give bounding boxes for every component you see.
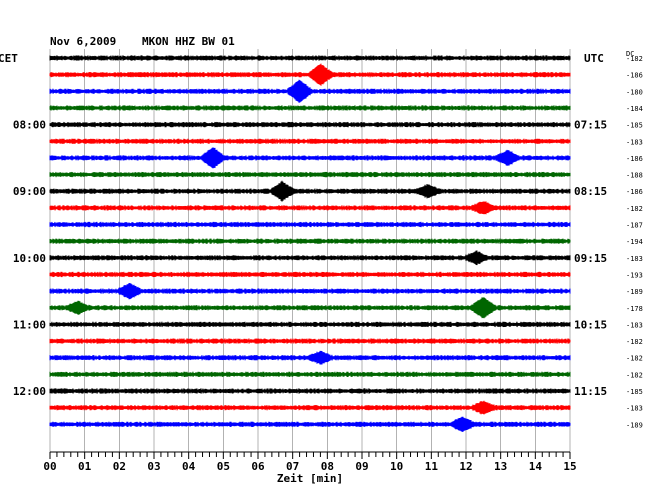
x-tick-label: 11 — [425, 460, 439, 473]
dc-header-label: DC — [626, 50, 634, 58]
right-hour-label: 08:15 — [574, 185, 607, 198]
x-tick-label: 13 — [494, 460, 507, 473]
dc-offset-labels: -182 -186 -180 -184 -185 -183 -186 -188 -186 -182… — [626, 55, 643, 429]
trace-4 — [49, 105, 571, 111]
left-hour-label: 11:00 — [13, 318, 46, 331]
dc-offset-label: -194 — [626, 238, 643, 246]
x-tick-label: 10 — [390, 460, 403, 473]
dc-offset-label: -178 — [626, 305, 643, 313]
dc-offset-label: -183 — [626, 255, 643, 263]
x-tick-label: 07 — [286, 460, 299, 473]
trace-15 — [49, 282, 571, 300]
x-tick-label: 08 — [321, 460, 334, 473]
trace-20 — [49, 371, 571, 378]
trace-12 — [49, 238, 571, 244]
dc-offset-label: -182 — [626, 355, 643, 363]
x-tick-label: 12 — [459, 460, 472, 473]
right-hour-label: 10:15 — [574, 318, 607, 331]
x-tick-label: 06 — [251, 460, 265, 473]
header-station: MKON HHZ BW 01 — [142, 35, 235, 48]
dc-offset-label: -183 — [626, 405, 643, 413]
trace-10 — [49, 201, 571, 215]
trace-3 — [49, 79, 571, 103]
header-date: Nov 6,2009 — [50, 35, 116, 48]
x-tick-label: 14 — [529, 460, 543, 473]
trace-16 — [49, 297, 571, 319]
dc-offset-label: -186 — [626, 188, 643, 196]
right-timezone-label: UTC — [584, 52, 604, 65]
trace-17 — [49, 321, 571, 328]
right-hour-label: 09:15 — [574, 252, 607, 265]
x-tick-label: 15 — [563, 460, 576, 473]
left-hour-label: 12:00 — [13, 385, 46, 398]
left-hour-label: 09:00 — [13, 185, 46, 198]
x-tick-label: 03 — [147, 460, 160, 473]
x-axis-label: Zeit [min] — [277, 472, 343, 485]
x-tick-label: 04 — [182, 460, 196, 473]
right-hour-label: 07:15 — [574, 119, 607, 132]
left-hour-label: 08:00 — [13, 119, 46, 132]
trace-21 — [49, 388, 571, 394]
trace-2 — [49, 63, 571, 86]
x-tick-label: 05 — [217, 460, 230, 473]
trace-6 — [49, 138, 571, 144]
dc-offset-label: -186 — [626, 72, 643, 80]
left-hour-label: 10:00 — [13, 252, 46, 265]
dc-offset-label: -182 — [626, 205, 643, 213]
x-tick-label: 00 — [43, 460, 56, 473]
dc-offset-label: -188 — [626, 172, 643, 180]
dc-offset-label: -182 — [626, 338, 643, 346]
trace-22 — [49, 400, 571, 415]
trace-5 — [49, 121, 571, 128]
x-tick-label: 09 — [355, 460, 368, 473]
trace-7 — [49, 147, 571, 169]
x-tick-label: 02 — [113, 460, 126, 473]
trace-23 — [49, 416, 571, 432]
dc-offset-label: -189 — [626, 421, 643, 429]
right-hour-label: 11:15 — [574, 385, 607, 398]
x-axis: 00 01 02 03 04 05 06 07 08 09 10 11 12 13 14 15 — [43, 451, 577, 473]
vertical-gridlines — [49, 49, 571, 452]
dc-offset-label: -193 — [626, 271, 643, 279]
dc-offset-label: -186 — [626, 155, 643, 163]
trace-1 — [49, 55, 571, 61]
dc-offset-label: -187 — [626, 222, 643, 230]
trace-11 — [49, 221, 571, 228]
trace-18 — [49, 338, 571, 344]
dc-offset-label: -185 — [626, 122, 643, 130]
trace-19 — [49, 350, 571, 365]
hour-labels: 08:00 09:00 10:00 11:00 12:00 07:15 08:15 09:15… — [13, 119, 607, 398]
dc-offset-label: -182 — [626, 55, 643, 63]
trace-13 — [49, 250, 571, 266]
dc-offset-label: -183 — [626, 138, 643, 146]
dc-offset-label: -180 — [626, 88, 643, 96]
trace-9 — [49, 180, 571, 202]
left-timezone-label: CET — [0, 52, 18, 65]
dc-offset-label: -182 — [626, 371, 643, 379]
dc-offset-label: -183 — [626, 321, 643, 329]
dc-offset-label: -189 — [626, 288, 643, 296]
trace-14 — [49, 271, 571, 278]
seismic-traces — [49, 55, 571, 432]
x-tick-label: 01 — [78, 460, 92, 473]
trace-8 — [49, 171, 571, 178]
dc-offset-label: -184 — [626, 105, 643, 113]
dc-offset-label: -185 — [626, 388, 643, 396]
